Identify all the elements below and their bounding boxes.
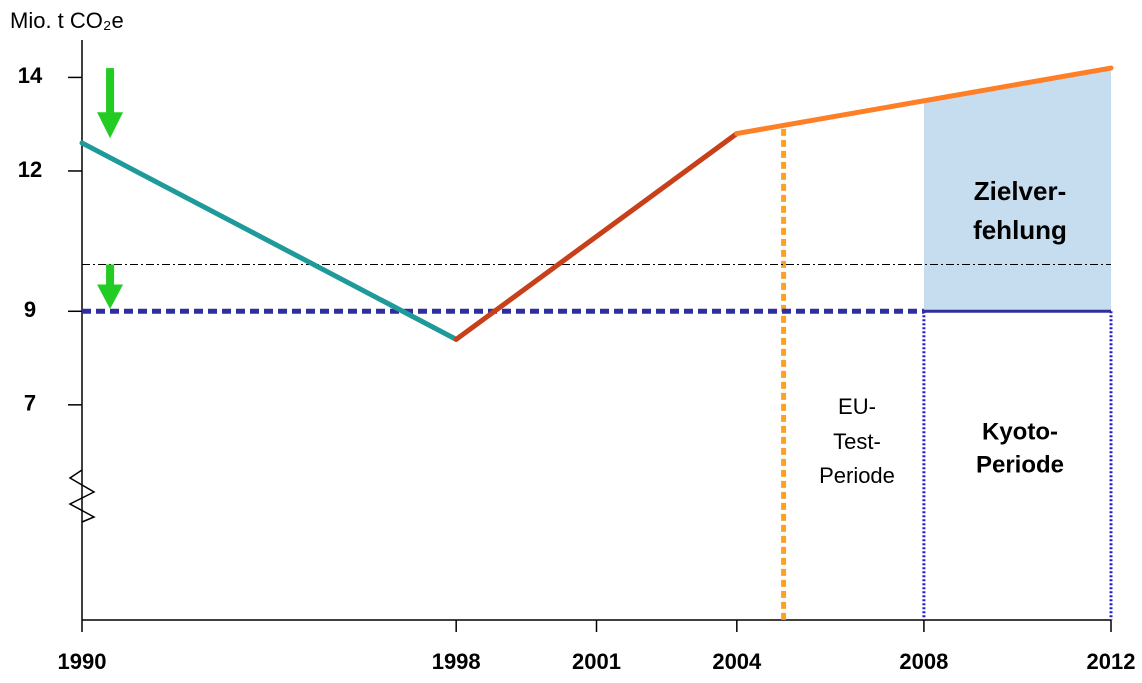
annotation: Kyoto-	[982, 418, 1058, 445]
line-series	[453, 131, 740, 342]
x-tick-label: 2008	[899, 649, 948, 674]
annotation: Periode	[819, 463, 895, 488]
x-tick-label: 2004	[712, 649, 762, 674]
annotation: Zielver-	[974, 176, 1067, 206]
x-tick-label: 1998	[432, 649, 481, 674]
arrow	[97, 68, 124, 139]
annotation: Test-	[833, 429, 881, 454]
arrow	[97, 264, 124, 309]
shaded-area	[923, 68, 1111, 312]
line-series	[79, 140, 459, 342]
y-tick-label: 14	[18, 63, 43, 88]
x-tick-label: 1990	[58, 649, 107, 674]
y-axis-title: Mio. t CO₂e	[10, 8, 124, 33]
y-tick-label: 12	[18, 157, 42, 182]
annotation: EU-	[838, 394, 876, 419]
y-tick-label: 9	[24, 297, 36, 322]
annotation: Periode	[976, 451, 1064, 478]
y-tick-label: 7	[24, 391, 36, 416]
x-tick-label: 2001	[572, 649, 621, 674]
annotation: fehlung	[973, 215, 1067, 245]
line-series	[734, 65, 1114, 137]
x-tick-label: 2012	[1087, 649, 1136, 674]
